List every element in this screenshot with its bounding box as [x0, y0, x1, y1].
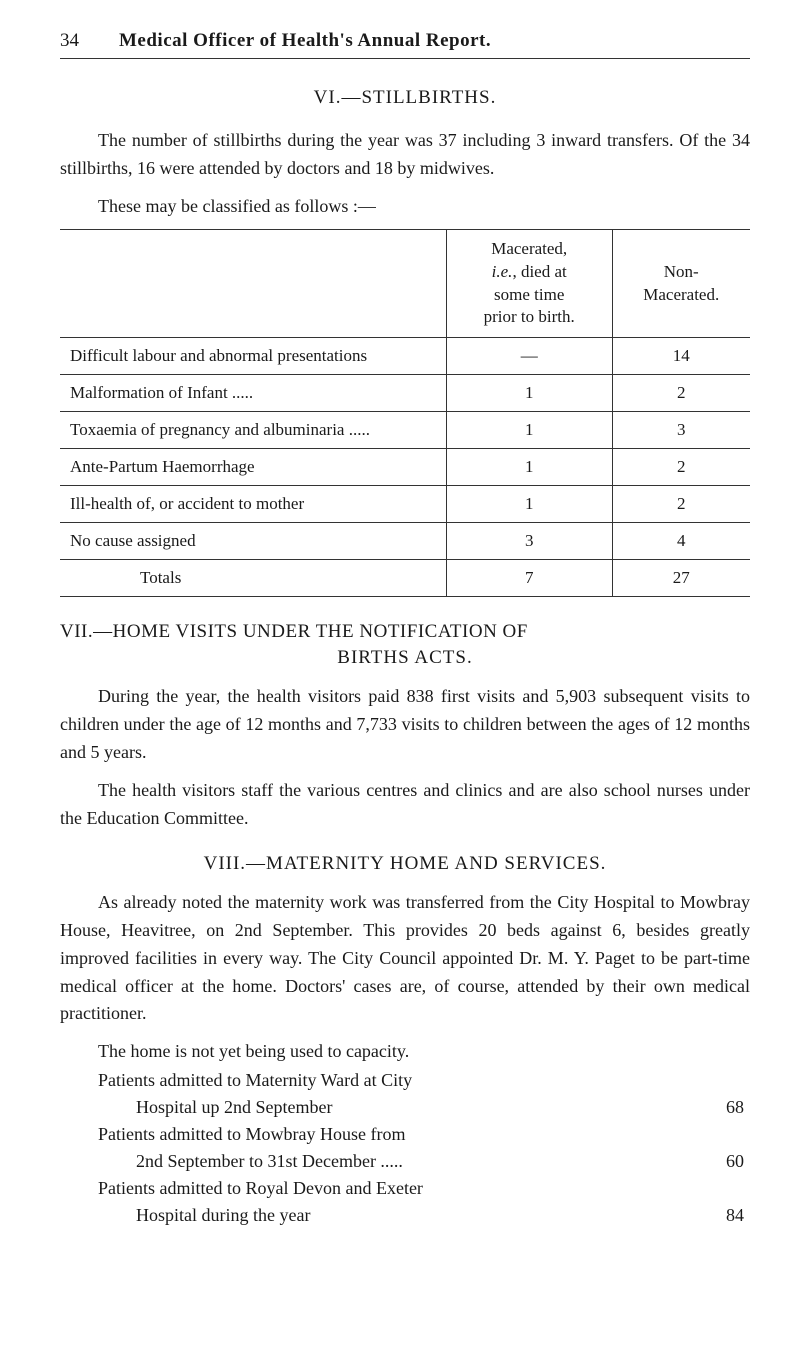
- section-vii-para1: During the year, the health visitors pai…: [60, 683, 750, 767]
- table-cell-value: 3: [612, 412, 750, 449]
- list-value: 60: [684, 1148, 750, 1175]
- section-vi-para: The number of stillbirths during the yea…: [60, 127, 750, 183]
- table-cell-label: Ante-Partum Haemorrhage: [60, 449, 446, 486]
- table-row: Difficult labour and abnormal presentati…: [60, 338, 750, 375]
- page-header: 34 Medical Officer of Health's Annual Re…: [60, 30, 750, 59]
- list-line2: Hospital up 2nd September: [60, 1094, 684, 1121]
- table-header-row: Macerated, i.e., died at some time prior…: [60, 229, 750, 338]
- table-cell-label: Malformation of Infant .....: [60, 375, 446, 412]
- table-row: No cause assigned 3 4: [60, 523, 750, 560]
- table-totals-row: Totals 7 27: [60, 560, 750, 597]
- list-line2: 2nd September to 31st December .....: [60, 1148, 684, 1175]
- capacity-list: The home is not yet being used to capaci…: [60, 1038, 750, 1229]
- table-cell-value: 2: [612, 486, 750, 523]
- th-line: Non-: [664, 262, 699, 281]
- list-item: Patients admitted to Mowbray House from …: [60, 1121, 750, 1175]
- table-cell-value: 1: [446, 412, 612, 449]
- th-line: , died at: [512, 262, 566, 281]
- table-cell-value: —: [446, 338, 612, 375]
- th-line: i.e.: [492, 262, 513, 281]
- th-line: Macerated.: [643, 285, 719, 304]
- table-header-macerated: Macerated, i.e., died at some time prior…: [446, 229, 612, 338]
- table-row: Ill-health of, or accident to mother 1 2: [60, 486, 750, 523]
- list-item: Patients admitted to Royal Devon and Exe…: [60, 1175, 750, 1229]
- list-line1: Patients admitted to Royal Devon and Exe…: [60, 1175, 684, 1202]
- th-line: some time: [494, 285, 564, 304]
- section-viii-para1: As already noted the maternity work was …: [60, 889, 750, 1028]
- table-body: Difficult labour and abnormal presentati…: [60, 338, 750, 597]
- list-line1: Patients admitted to Mowbray House from: [60, 1121, 684, 1148]
- page-container: 34 Medical Officer of Health's Annual Re…: [0, 0, 800, 1269]
- th-line: prior to birth.: [484, 307, 575, 326]
- table-row: Ante-Partum Haemorrhage 1 2: [60, 449, 750, 486]
- table-cell-value: 3: [446, 523, 612, 560]
- section-vii-heading-line2: BIRTHS ACTS.: [60, 647, 750, 669]
- table-cell-value: 2: [612, 449, 750, 486]
- table-cell-value: 4: [612, 523, 750, 560]
- list-line2: Hospital during the year: [60, 1202, 684, 1229]
- page-number: 34: [60, 30, 79, 52]
- table-cell-value: 2: [612, 375, 750, 412]
- list-item: Patients admitted to Maternity Ward at C…: [60, 1067, 750, 1121]
- table-header-nonmacerated: Non- Macerated.: [612, 229, 750, 338]
- header-title: Medical Officer of Health's Annual Repor…: [119, 30, 491, 52]
- table-cell-value: 14: [612, 338, 750, 375]
- table-cell-value: 1: [446, 486, 612, 523]
- list-value: 68: [684, 1094, 750, 1121]
- table-cell-label: Toxaemia of pregnancy and albuminaria ..…: [60, 412, 446, 449]
- section-vii-para2: The health visitors staff the various ce…: [60, 777, 750, 833]
- table-row: Toxaemia of pregnancy and albuminaria ..…: [60, 412, 750, 449]
- th-line: Macerated,: [491, 239, 567, 258]
- section-vi-classify: These may be classified as follows :—: [60, 193, 750, 221]
- table-cell-label: No cause assigned: [60, 523, 446, 560]
- list-value: 84: [684, 1202, 750, 1229]
- section-vii-heading-line1: VII.—HOME VISITS UNDER THE NOTIFICATION …: [60, 621, 750, 643]
- table-cell-label: Ill-health of, or accident to mother: [60, 486, 446, 523]
- table-cell-value: 1: [446, 449, 612, 486]
- table-header-blank: [60, 229, 446, 338]
- stillbirth-table: Macerated, i.e., died at some time prior…: [60, 229, 750, 598]
- table-cell-value: 1: [446, 375, 612, 412]
- section-vi-heading: VI.—STILLBIRTHS.: [60, 87, 750, 109]
- table-cell-label: Difficult labour and abnormal presentati…: [60, 338, 446, 375]
- section-viii-heading: VIII.—MATERNITY HOME AND SERVICES.: [60, 853, 750, 875]
- table-totals-value: 7: [446, 560, 612, 597]
- capacity-list-intro: The home is not yet being used to capaci…: [60, 1038, 750, 1065]
- list-line1: Patients admitted to Maternity Ward at C…: [60, 1067, 684, 1094]
- table-totals-value: 27: [612, 560, 750, 597]
- table-row: Malformation of Infant ..... 1 2: [60, 375, 750, 412]
- table-totals-label: Totals: [60, 560, 446, 597]
